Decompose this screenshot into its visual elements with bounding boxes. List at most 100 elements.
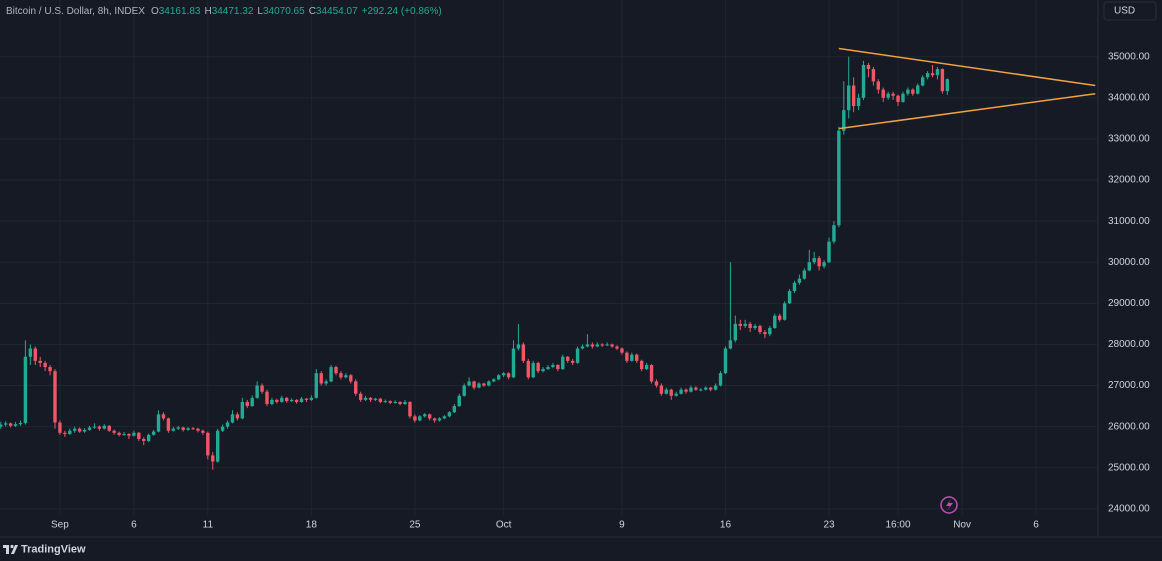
candle-body	[82, 429, 87, 432]
candle-body	[881, 89, 885, 98]
candle-body	[763, 332, 767, 335]
candle-body	[388, 401, 392, 403]
candle-body	[487, 381, 491, 386]
candle-body	[669, 389, 673, 396]
ohlc-value: 34454.07	[316, 6, 358, 17]
candle-body	[220, 426, 225, 431]
candle-body	[639, 360, 644, 370]
candle-body	[432, 418, 437, 421]
candle-body	[896, 95, 900, 102]
candle-body	[196, 428, 200, 431]
y-tick-label: 31000.00	[1108, 216, 1150, 227]
logo-part[interactable]	[10, 544, 14, 549]
candle-body	[289, 399, 294, 402]
candle-body	[851, 85, 856, 107]
ohlc-key: H	[204, 6, 211, 17]
candle-body	[457, 395, 461, 407]
candle-body	[733, 323, 738, 341]
candle-body	[827, 241, 831, 263]
logo-part[interactable]	[6, 545, 9, 554]
candle-body	[344, 375, 348, 378]
candle-body	[206, 432, 210, 456]
candle-body	[738, 323, 742, 326]
candle-body	[260, 385, 264, 392]
candle-body	[482, 383, 486, 386]
candle-body	[664, 389, 669, 394]
candle-body	[363, 397, 368, 400]
candle-body	[861, 64, 866, 98]
candle-body	[782, 303, 787, 320]
candle-body	[18, 422, 23, 425]
candle-body	[526, 360, 530, 378]
candle-body	[107, 425, 111, 431]
x-tick-label: 25	[409, 520, 421, 531]
x-tick-label: 18	[306, 520, 318, 531]
alert-circle[interactable]	[940, 496, 958, 514]
candle-body	[319, 373, 323, 384]
x-tick-label: 16	[720, 520, 732, 531]
candle-body	[151, 431, 156, 435]
candle-body	[462, 385, 466, 396]
candle-body	[235, 414, 240, 419]
candle-body	[225, 422, 230, 427]
candle-body	[605, 344, 609, 346]
candle-body	[8, 423, 13, 426]
candle-body	[699, 389, 703, 391]
x-tick-label: 6	[1033, 520, 1039, 531]
candle-body	[250, 397, 254, 407]
candle-body	[541, 369, 545, 372]
candle-body	[753, 325, 757, 328]
logo-part[interactable]	[11, 545, 18, 554]
candle-body	[156, 414, 161, 432]
candle-body	[704, 387, 708, 390]
alert-icon[interactable]	[940, 496, 958, 514]
candle-body	[191, 428, 195, 430]
candle-body	[935, 69, 940, 76]
candle-body	[211, 455, 215, 462]
candle-body	[230, 414, 235, 423]
candle-body	[773, 315, 777, 328]
candle-body	[137, 432, 141, 439]
candle-body	[778, 315, 782, 320]
y-tick-label: 26000.00	[1108, 421, 1150, 432]
candle-body	[886, 93, 890, 98]
candle-body	[506, 373, 511, 378]
candle-body	[403, 401, 407, 405]
candle-body	[368, 397, 373, 400]
candle-body	[802, 270, 807, 279]
candle-body	[630, 354, 634, 361]
candle-body	[309, 397, 314, 400]
candle-body	[329, 367, 333, 382]
y-tick-label: 29000.00	[1108, 298, 1150, 309]
candle-body	[176, 427, 180, 429]
candle-body	[23, 356, 28, 423]
candle-body	[378, 398, 383, 402]
currency-box[interactable]	[1103, 1, 1157, 21]
candle-body	[92, 426, 97, 428]
candle-body	[906, 89, 910, 94]
candle-body	[694, 387, 698, 390]
brand-logo[interactable]	[3, 544, 18, 554]
brand[interactable]: TradingView	[21, 543, 86, 555]
candle-body	[837, 130, 841, 226]
candle-body	[467, 381, 471, 386]
x-tick-label: Sep	[51, 520, 69, 531]
candle-body	[132, 432, 136, 436]
candle-body	[447, 412, 452, 417]
candle-body	[713, 385, 718, 390]
candle-body	[349, 375, 353, 382]
candle-body	[161, 414, 166, 419]
candle-body	[546, 367, 550, 370]
candle-body	[68, 430, 72, 435]
x-tick-label: 9	[619, 520, 625, 531]
alert-bolt[interactable]	[946, 499, 953, 511]
candle-body	[649, 364, 654, 382]
currency[interactable]: USD	[1114, 6, 1135, 17]
candle-body	[531, 362, 535, 378]
candle-body	[768, 327, 772, 335]
candle-body	[807, 262, 811, 271]
candle-body	[171, 428, 176, 431]
candle-body	[718, 373, 723, 386]
